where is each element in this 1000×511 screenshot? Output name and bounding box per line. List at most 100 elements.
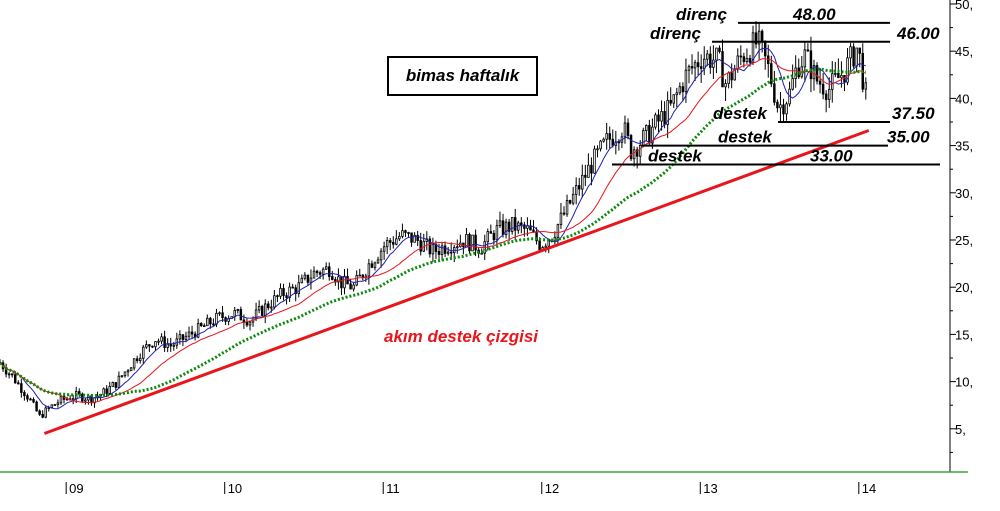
candle-body	[742, 56, 746, 63]
candle	[379, 248, 383, 268]
candle	[730, 63, 733, 89]
candle-body	[831, 73, 834, 90]
candle	[337, 268, 340, 290]
candle-body	[608, 133, 611, 140]
y-tick-label: 25,	[955, 233, 973, 248]
candle-body	[157, 340, 160, 343]
candle	[495, 219, 499, 248]
candle-body	[358, 274, 361, 277]
candle-body	[388, 240, 392, 243]
candle	[724, 79, 727, 102]
candle-body	[785, 103, 788, 115]
candle-body	[114, 382, 118, 388]
ma-mid-line	[0, 58, 867, 404]
candle-body	[635, 149, 639, 157]
candle-body	[443, 245, 447, 254]
candle	[602, 137, 605, 143]
candle-body	[111, 382, 115, 387]
candle-body	[446, 251, 450, 254]
candle-body	[559, 212, 563, 225]
candle	[132, 358, 136, 371]
candle-body	[209, 317, 212, 325]
trendline-label: akım destek çizgisi	[384, 327, 539, 346]
candle	[358, 268, 361, 277]
candle	[401, 223, 404, 239]
candle	[803, 42, 807, 82]
candle-body	[142, 346, 145, 359]
candle	[392, 236, 395, 249]
candle-body	[56, 402, 60, 405]
candle-body	[257, 306, 261, 311]
candle-body	[428, 238, 432, 255]
candle	[398, 232, 401, 242]
candle-body	[666, 99, 669, 125]
candle-body	[821, 83, 825, 95]
candle-body	[645, 125, 648, 131]
candle	[809, 36, 813, 93]
candle-body	[361, 274, 365, 278]
candle-body	[827, 88, 831, 100]
candle-body	[651, 126, 654, 144]
candle	[581, 164, 584, 198]
candle-body	[416, 234, 419, 241]
candle-body	[465, 234, 468, 248]
candle-body	[29, 398, 32, 401]
candle-body	[413, 234, 416, 243]
candle	[212, 318, 215, 327]
candle	[404, 229, 407, 238]
candle	[849, 43, 852, 73]
candle	[678, 82, 682, 96]
candle-body	[398, 235, 401, 240]
candle-body	[59, 395, 63, 404]
candle-body	[84, 399, 87, 402]
candle-body	[14, 374, 17, 384]
candle	[590, 157, 593, 186]
candle	[138, 353, 142, 364]
candle	[321, 267, 325, 280]
candle	[562, 206, 566, 216]
candle	[187, 326, 191, 340]
candle	[111, 381, 115, 387]
candle-body	[370, 263, 374, 268]
candle-body	[504, 221, 508, 235]
candle-body	[233, 309, 236, 318]
candle-body	[498, 220, 502, 227]
candle-body	[50, 404, 54, 408]
candle-body	[687, 66, 691, 71]
candle	[10, 373, 14, 378]
candle-body	[431, 243, 435, 255]
candle	[248, 320, 252, 331]
candle-body	[858, 47, 861, 54]
candle	[373, 261, 377, 271]
candle-body	[571, 193, 575, 204]
candle	[370, 260, 374, 269]
candle-body	[181, 334, 185, 340]
candle-body	[654, 114, 657, 128]
candle	[510, 217, 514, 235]
candle	[135, 355, 139, 364]
candle	[596, 145, 599, 158]
candle-body	[294, 287, 297, 294]
candle-body	[212, 323, 215, 326]
candle-body	[449, 251, 453, 254]
candle	[599, 139, 602, 152]
candle-body	[776, 101, 779, 109]
candle	[154, 341, 157, 351]
candle-body	[206, 317, 209, 327]
candle-body	[267, 303, 270, 309]
candle-body	[346, 275, 349, 285]
candle	[623, 115, 627, 144]
candle	[279, 283, 282, 299]
candle	[352, 281, 355, 292]
candle-body	[770, 63, 773, 85]
candle-body	[105, 388, 108, 394]
candle-body	[38, 410, 41, 415]
candle-body	[126, 370, 130, 373]
candle-body	[538, 240, 541, 251]
candle-body	[392, 241, 395, 245]
candle-body	[727, 72, 730, 84]
candle	[126, 368, 130, 377]
candle-body	[279, 287, 282, 297]
candle-body	[401, 230, 404, 237]
candle-body	[300, 277, 304, 284]
